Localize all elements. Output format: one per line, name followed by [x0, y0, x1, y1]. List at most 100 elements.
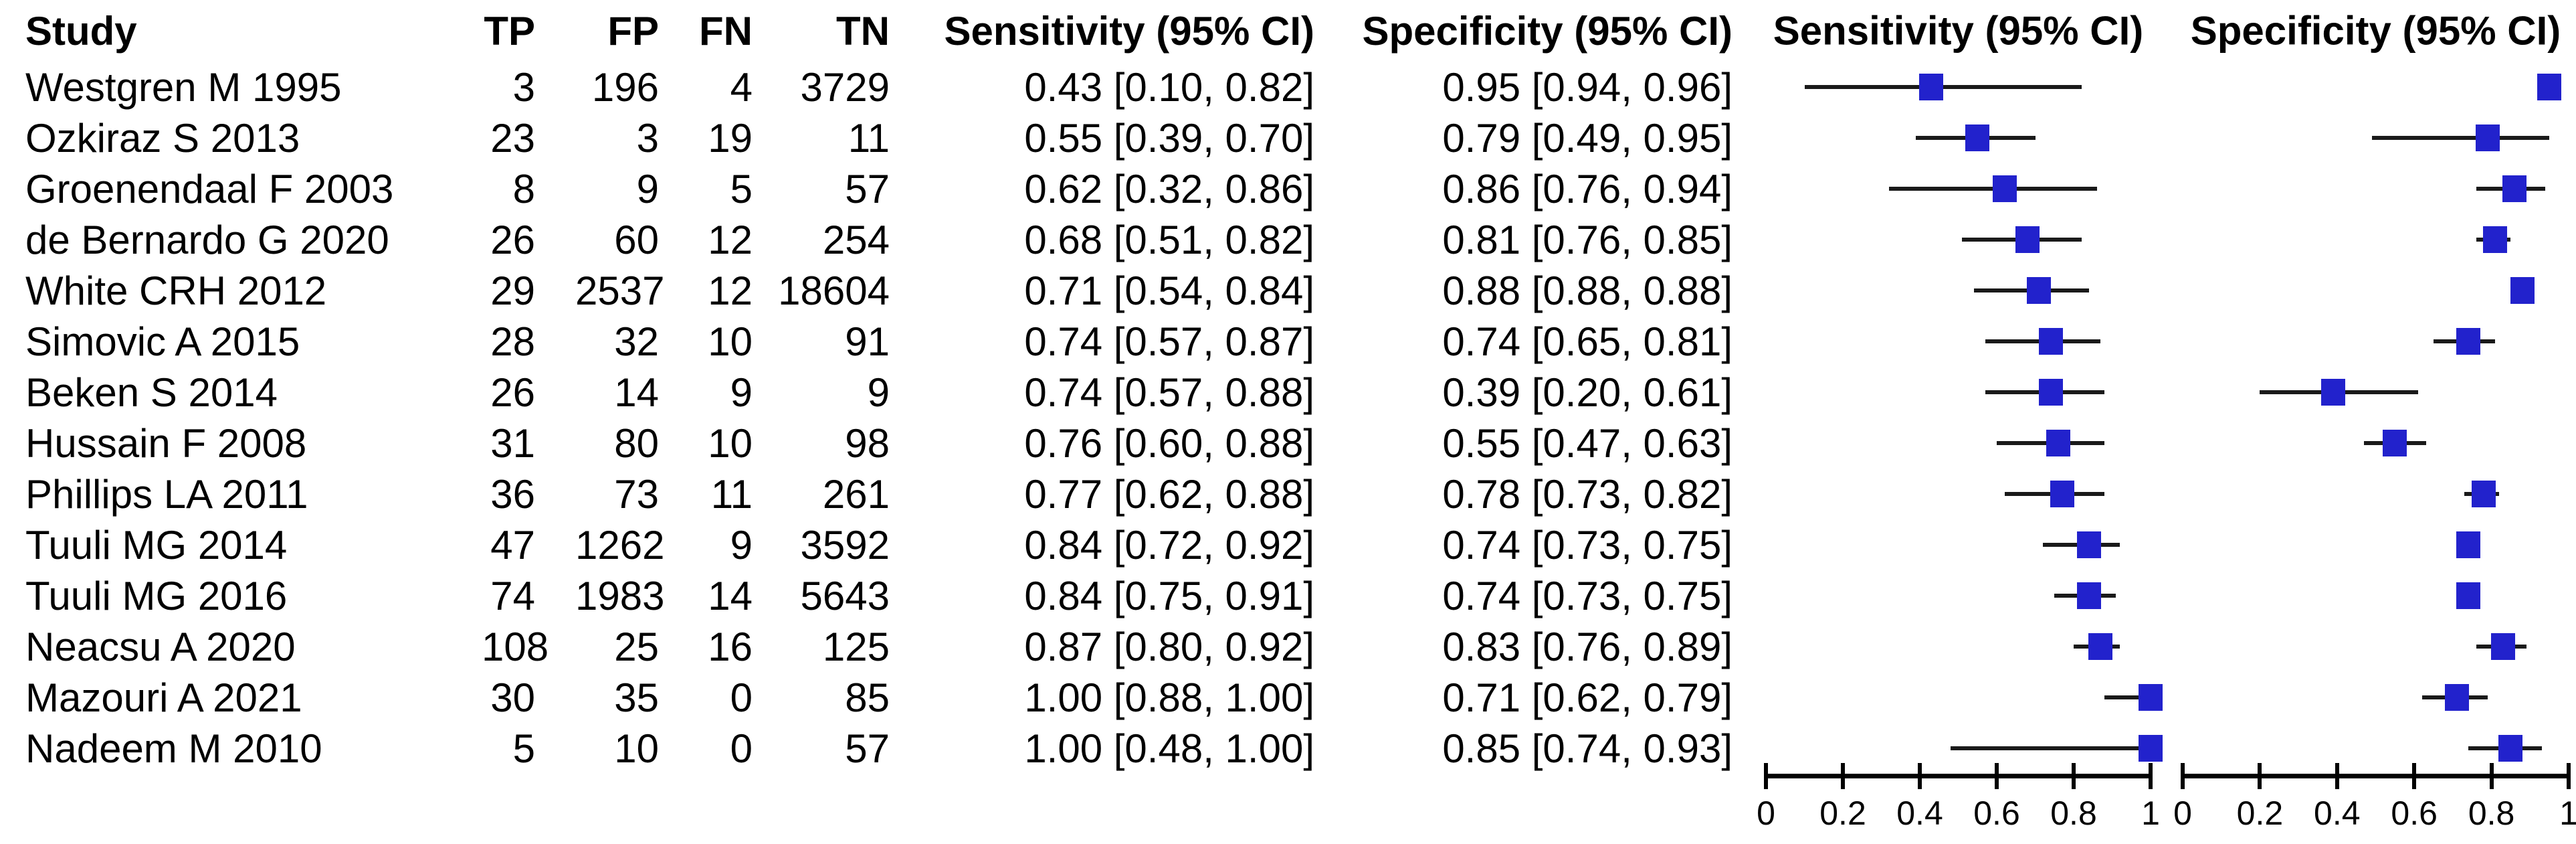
- fp-cell: 32: [614, 319, 659, 364]
- fp-cell: 1983: [575, 573, 665, 618]
- specificity-plot-cell-area: [2183, 570, 2569, 621]
- fp-cell: 2537: [575, 268, 665, 313]
- point-estimate-marker: [2456, 582, 2480, 609]
- specificity-plot-cell-area: [2183, 214, 2569, 265]
- tn-cell: 3729: [800, 64, 890, 110]
- sensitivity-plot-cell-area: [1766, 62, 2151, 112]
- axis-tick: [1995, 763, 1999, 789]
- table-row: Tuuli MG 2014 47 1262 9 3592 0.84 [0.72, 0.92…: [0, 519, 2576, 570]
- fn-cell: 4: [730, 64, 753, 110]
- axis-tick-label: 0.2: [1819, 794, 1866, 832]
- sensitivity-plot-cell: [1759, 519, 2167, 570]
- sensitivity-ci-cell: 0.62 [0.32, 0.86]: [1024, 166, 1314, 212]
- specificity-plot-cell-area: [2183, 418, 2569, 469]
- ci-whisker: [1951, 746, 2151, 750]
- point-estimate-marker: [2139, 684, 2163, 711]
- axis-tick-label: 0.6: [1973, 794, 2020, 832]
- specificity-plot-cell: [2167, 112, 2576, 163]
- specificity-plot-cell-area: [2183, 62, 2569, 112]
- specificity-column-header: Specificity (95% CI): [1362, 8, 1732, 54]
- table-row: Westgren M 1995 3 196 4 3729 0.43 [0.10, 0.82…: [0, 62, 2576, 112]
- point-estimate-marker: [2015, 226, 2040, 253]
- point-estimate-marker: [2483, 226, 2508, 253]
- axis-tick-label: 0.4: [1896, 794, 1943, 832]
- specificity-plot-cell-area: [2183, 621, 2569, 672]
- fn-cell: 10: [708, 420, 753, 466]
- specificity-ci-cell: 0.86 [0.76, 0.94]: [1442, 166, 1732, 212]
- tp-cell: 23: [490, 115, 535, 161]
- sensitivity-plot-cell-area: [1766, 418, 2151, 469]
- sensitivity-plot-cell-area: [1766, 519, 2151, 570]
- point-estimate-marker: [2475, 124, 2500, 151]
- specificity-plot-cell: [2167, 367, 2576, 418]
- sensitivity-ci-cell: 0.74 [0.57, 0.88]: [1024, 369, 1314, 415]
- tn-cell: 125: [822, 624, 890, 669]
- study-name-cell: Groenendaal F 2003: [25, 166, 394, 212]
- fn-cell: 10: [708, 319, 753, 364]
- specificity-plot-cell: [2167, 62, 2576, 112]
- point-estimate-marker: [2490, 633, 2515, 660]
- point-estimate-marker: [2027, 277, 2052, 304]
- study-name-cell: Neacsu A 2020: [25, 624, 296, 669]
- sensitivity-ci-cell: 0.76 [0.60, 0.88]: [1024, 420, 1314, 466]
- table-row: de Bernardo G 2020 26 60 12 254 0.68 [0.51, 0…: [0, 214, 2576, 265]
- point-estimate-marker: [2537, 74, 2562, 100]
- sensitivity-plot-cell-area: [1766, 621, 2151, 672]
- specificity-plot-cell-area: [2183, 723, 2569, 774]
- point-estimate-marker: [2088, 633, 2113, 660]
- point-estimate-marker: [2383, 430, 2407, 456]
- study-name-cell: de Bernardo G 2020: [25, 217, 389, 262]
- study-name-cell: Tuuli MG 2014: [25, 522, 288, 568]
- point-estimate-marker: [2321, 379, 2346, 406]
- sensitivity-plot-cell-area: [1766, 723, 2163, 774]
- tp-cell: 47: [490, 522, 535, 568]
- fp-cell: 80: [614, 420, 659, 466]
- sensitivity-plot-cell: [1759, 62, 2167, 112]
- sensitivity-plot-cell: [1759, 418, 2167, 469]
- tn-cell: 98: [845, 420, 890, 466]
- specificity-plot-cell-area: [2183, 163, 2569, 214]
- table-row: Simovic A 2015 28 32 10 91 0.74 [0.57, 0.87] 0…: [0, 316, 2576, 367]
- sensitivity-plot-cell-area: [1766, 469, 2151, 519]
- sensitivity-plot-cell: [1759, 570, 2167, 621]
- specificity-plot-cell: [2167, 316, 2576, 367]
- study-name-cell: Nadeem M 2010: [25, 726, 322, 771]
- table-row: Neacsu A 2020 108 25 16 125 0.87 [0.80, 0.92]…: [0, 621, 2576, 672]
- ci-whisker: [2371, 136, 2550, 140]
- axis-tick: [2335, 763, 2339, 789]
- study-name-cell: Mazouri A 2021: [25, 675, 302, 720]
- table-row: Mazouri A 2021 30 35 0 85 1.00 [0.88, 1.00] 0.…: [0, 672, 2576, 723]
- sensitivity-panel-header: Sensitivity (95% CI): [1773, 8, 2144, 54]
- sensitivity-plot-cell: [1759, 265, 2167, 316]
- fp-column-header: FP: [607, 8, 659, 54]
- axis-tick: [1841, 763, 1845, 789]
- ci-whisker: [2104, 695, 2151, 699]
- sensitivity-ci-cell: 0.77 [0.62, 0.88]: [1024, 471, 1314, 517]
- tp-cell: 108: [482, 624, 549, 669]
- fn-cell: 19: [708, 115, 753, 161]
- axis-tick: [1764, 763, 1768, 789]
- study-rows: Westgren M 1995 3 196 4 3729 0.43 [0.10, 0.82…: [0, 62, 2576, 774]
- axis-tick: [2072, 763, 2076, 789]
- sensitivity-ci-cell: 1.00 [0.48, 1.00]: [1024, 726, 1314, 771]
- specificity-ci-cell: 0.79 [0.49, 0.95]: [1442, 115, 1732, 161]
- fn-cell: 14: [708, 573, 753, 618]
- axis-tick-label: 0.8: [2050, 794, 2097, 832]
- point-estimate-marker: [2510, 277, 2535, 304]
- sensitivity-plot-cell-area: [1766, 112, 2151, 163]
- fn-cell: 11: [710, 471, 753, 517]
- specificity-ci-cell: 0.85 [0.74, 0.93]: [1442, 726, 1732, 771]
- axis-tick: [2489, 763, 2494, 789]
- specificity-plot-cell: [2167, 265, 2576, 316]
- axis-tick-label: 1: [2141, 794, 2160, 832]
- specificity-plot-cell: [2167, 621, 2576, 672]
- axis-line: [1766, 774, 2151, 778]
- point-estimate-marker: [2050, 481, 2074, 507]
- fp-cell: 60: [614, 217, 659, 262]
- axis-tick-label: 0.2: [2236, 794, 2284, 832]
- sensitivity-ci-cell: 0.84 [0.75, 0.91]: [1024, 573, 1314, 618]
- specificity-plot-cell-area: [2183, 112, 2569, 163]
- specificity-plot-cell-area: [2183, 519, 2569, 570]
- axis-tick-label: 0: [2173, 794, 2192, 832]
